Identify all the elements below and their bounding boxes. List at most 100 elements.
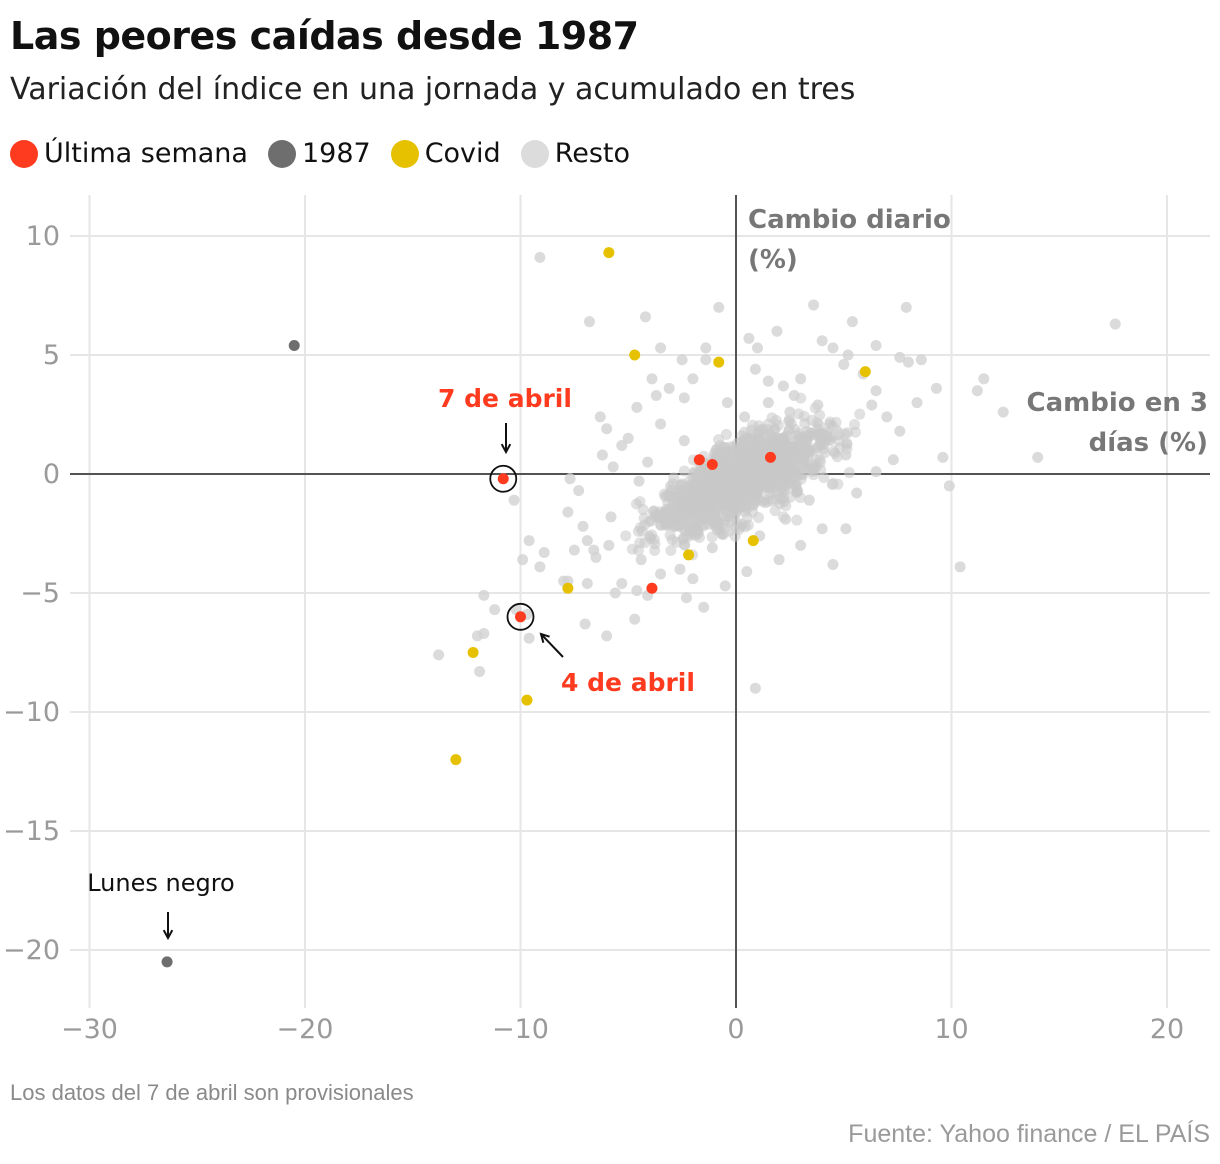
resto-point	[642, 456, 654, 468]
resto-point	[791, 447, 803, 459]
resto-point	[746, 468, 758, 480]
resto-point	[622, 432, 634, 444]
resto-point	[749, 363, 761, 375]
resto-point	[633, 475, 645, 487]
resto-point	[754, 434, 766, 446]
resto-point	[831, 425, 843, 437]
resto-point	[870, 385, 882, 397]
resto-point	[780, 500, 792, 512]
y-tick-label: 5	[43, 340, 60, 371]
resto-point	[596, 449, 608, 461]
-ltima-semana-point	[693, 454, 705, 466]
resto-point	[894, 425, 906, 437]
resto-point	[631, 585, 643, 597]
legend-swatch-covid	[390, 139, 419, 168]
resto-point	[639, 311, 651, 323]
chart-title: Las peores caídas desde 1987	[10, 14, 639, 58]
resto-point	[915, 354, 927, 366]
resto-point	[843, 467, 855, 479]
x-tick-label: −30	[61, 1014, 118, 1045]
resto-point	[851, 487, 863, 499]
resto-point	[866, 399, 878, 411]
legend-swatch-resto	[520, 139, 549, 168]
resto-point	[739, 505, 751, 517]
legend-swatch-ultima-semana	[10, 139, 38, 168]
resto-point	[489, 604, 501, 616]
resto-point	[846, 316, 858, 328]
annotation-4-abril: 4 de abril	[561, 668, 695, 697]
resto-point	[824, 435, 836, 447]
resto-point	[900, 301, 912, 313]
resto-point	[713, 301, 725, 313]
resto-point	[749, 682, 761, 694]
resto-point	[677, 533, 689, 545]
resto-point	[777, 380, 789, 392]
legend-label-resto: Resto	[554, 138, 631, 169]
resto-point	[676, 354, 688, 366]
covid-point	[450, 754, 462, 766]
arrow-4-abril	[540, 633, 564, 658]
resto-point	[798, 410, 810, 422]
resto-point	[678, 392, 690, 404]
resto-point	[840, 449, 852, 461]
resto-point	[648, 505, 660, 517]
resto-point	[616, 577, 628, 589]
resto-point	[703, 497, 715, 509]
resto-point	[780, 513, 792, 525]
resto-point	[997, 406, 1009, 418]
resto-point	[660, 519, 672, 531]
resto-point	[816, 523, 828, 535]
resto-point	[894, 351, 906, 363]
-ltima-semana-point	[515, 611, 526, 623]
legend-label-covid: Covid	[424, 138, 501, 169]
resto-point	[691, 490, 703, 502]
resto-point	[771, 325, 783, 337]
resto-point	[782, 469, 794, 481]
highlight-ring-4-abril	[506, 602, 535, 631]
resto-point	[703, 507, 715, 519]
y-tick-label: −5	[20, 578, 60, 609]
covid-point	[683, 549, 695, 561]
resto-point	[706, 542, 718, 554]
resto-point	[870, 466, 882, 478]
resto-point	[698, 601, 710, 613]
resto-point	[747, 419, 759, 431]
resto-point	[816, 335, 828, 347]
resto-point	[881, 411, 893, 423]
resto-point	[538, 547, 550, 559]
resto-point	[814, 454, 826, 466]
resto-point	[737, 487, 749, 499]
covid-point	[747, 535, 759, 547]
resto-point	[812, 399, 824, 411]
resto-point	[655, 568, 667, 580]
resto-point	[733, 477, 745, 489]
y-tick-label: −15	[3, 816, 60, 847]
resto-point	[827, 342, 839, 354]
resto-point	[734, 453, 746, 465]
resto-point	[523, 632, 535, 644]
resto-point	[632, 544, 644, 556]
resto-point	[601, 423, 613, 435]
resto-point	[771, 463, 783, 475]
resto-point	[815, 438, 827, 450]
resto-point	[724, 471, 736, 483]
resto-point	[564, 473, 576, 485]
resto-point	[711, 443, 723, 455]
-ltima-semana-point	[646, 582, 658, 594]
chart-subtitle: Variación del índice en una jornada y ac…	[10, 72, 856, 107]
resto-point	[658, 506, 670, 518]
legend: Última semana 1987 Covid Resto	[10, 138, 650, 169]
resto-point	[854, 408, 866, 420]
x-tick-label: 20	[1150, 1014, 1184, 1045]
resto-point	[724, 525, 736, 537]
resto-point	[1109, 318, 1121, 330]
resto-point	[943, 480, 955, 492]
resto-point	[784, 406, 796, 418]
resto-point	[870, 339, 882, 351]
resto-point	[814, 409, 826, 421]
resto-point	[838, 359, 850, 371]
source-credit: Fuente: Yahoo finance / EL PAÍS	[848, 1120, 1210, 1148]
covid-point	[562, 582, 574, 594]
resto-point	[508, 494, 520, 506]
resto-point	[534, 251, 546, 263]
